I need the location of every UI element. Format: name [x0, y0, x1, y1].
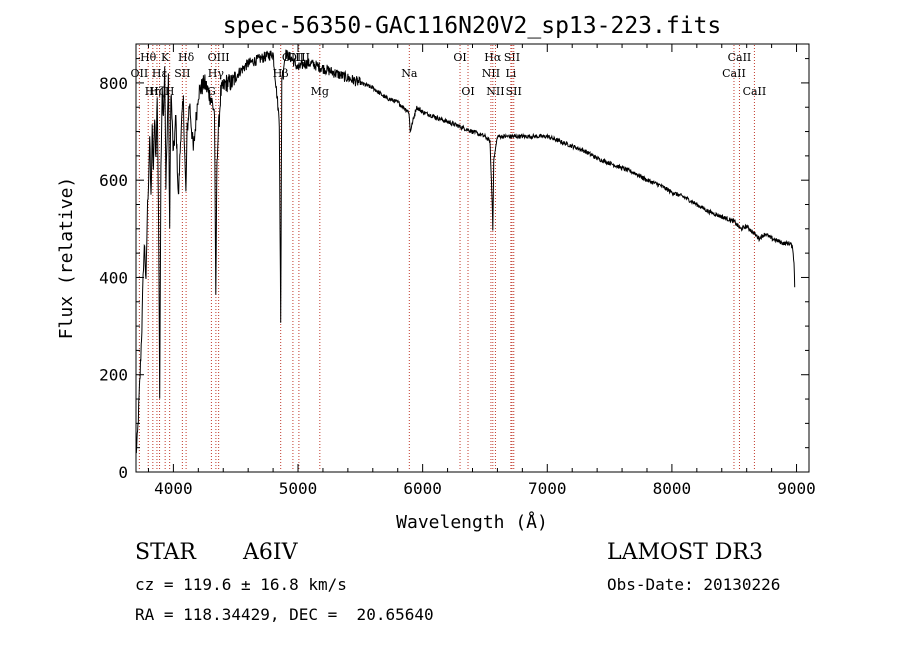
- line-marker-label-21: NII: [486, 85, 504, 98]
- line-marker-label-27: CaII: [743, 85, 767, 98]
- x-tick-label-4: 8000: [653, 479, 692, 498]
- line-marker-label-26: CaII: [722, 67, 746, 80]
- x-tick-label-2: 6000: [403, 479, 442, 498]
- line-marker-label-20: NII: [482, 67, 500, 80]
- survey-name: LAMOST DR3: [607, 540, 763, 565]
- line-marker-label-4: Hζ: [149, 85, 165, 98]
- line-marker-label-24: SII: [506, 85, 522, 98]
- line-marker-label-1: OII: [131, 67, 149, 80]
- line-marker-label-9: Hγ: [208, 67, 225, 80]
- redshift-cz: cz = 119.6 ± 16.8 km/s: [135, 575, 347, 594]
- line-marker-label-7: SII: [174, 67, 190, 80]
- line-marker-label-12: Hβ: [273, 67, 289, 80]
- spectrum-line-0: [135, 49, 796, 454]
- plot-frame: [135, 43, 810, 473]
- y-tick-label-4: 800: [99, 74, 128, 93]
- line-marker-label-18: OI: [461, 85, 474, 98]
- obs-date: Obs-Date: 20130226: [607, 575, 781, 594]
- series-group: [135, 49, 796, 454]
- line-marker-label-19: Hα: [484, 51, 502, 64]
- object-type: STAR: [135, 540, 196, 565]
- x-tick-label-0: 4000: [154, 479, 193, 498]
- y-tick-label-2: 400: [99, 268, 128, 287]
- x-tick-label-1: 5000: [279, 479, 318, 498]
- y-tick-label-1: 200: [99, 366, 128, 385]
- line-marker-label-5: K: [161, 51, 170, 64]
- line-marker-label-25: CaII: [728, 51, 752, 64]
- x-tick-label-5: 9000: [777, 479, 816, 498]
- line-marker-label-17: OI: [453, 51, 466, 64]
- line-marker-label-6: H: [165, 85, 175, 98]
- line-marker-label-16: Na: [401, 67, 418, 80]
- line-marker-label-22: SII: [504, 51, 520, 64]
- line-marker-label-3: Hε: [152, 67, 168, 80]
- y-tick-label-0: 0: [118, 463, 128, 482]
- x-axis-label: Wavelength (Å): [396, 511, 548, 533]
- y-tick-label-3: 600: [99, 171, 128, 190]
- line-marker-label-2: Hη: [145, 85, 161, 98]
- line-marker-label-11: G: [207, 85, 216, 98]
- axis-ticks: 4000 5000 6000 7000 8000 9000 0 200 400 600 800: [99, 44, 816, 498]
- x-tick-label-3: 7000: [528, 479, 567, 498]
- coordinates: RA = 118.34429, DEC = 20.65640: [135, 605, 434, 624]
- line-marker-label-13: Mg: [311, 85, 329, 98]
- line-marker-label-23: Li: [505, 67, 516, 80]
- line-marker-label-10: OIII: [208, 51, 230, 64]
- line-marker-label-0: Hθ: [140, 51, 157, 64]
- line-marker-label-8: Hδ: [178, 51, 195, 64]
- subclass: A6IV: [243, 540, 298, 565]
- line-markers: HθOIIHηHεHζKHSIIHδHγOIIIGHβMgOIIIOIIINaO…: [131, 45, 767, 471]
- chart-title: spec-56350-GAC116N20V2_sp13-223.fits: [223, 13, 722, 39]
- y-axis-label: Flux (relative): [56, 177, 77, 340]
